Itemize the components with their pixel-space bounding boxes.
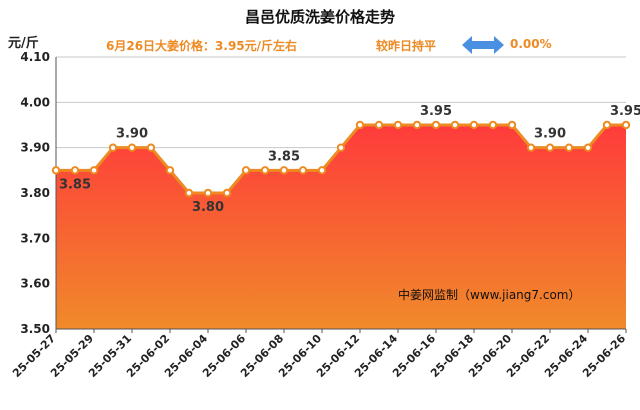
data-point (70, 166, 80, 175)
data-point (602, 120, 612, 130)
y-tick-label: 3.80 (20, 186, 50, 200)
data-point (51, 166, 61, 175)
data-point (222, 188, 232, 198)
data-point (488, 120, 498, 130)
data-point (412, 120, 422, 130)
y-unit-label: 元/斤 (8, 36, 39, 51)
chart-title: 昌邑优质洗姜价格走势 (244, 8, 395, 26)
data-label: 3.85 (268, 149, 300, 164)
data-point (203, 188, 213, 198)
data-label: 3.90 (116, 127, 148, 142)
double-arrow-icon (462, 36, 504, 54)
watermark-text: 中姜网监制（www.jiang7.com） (398, 287, 580, 302)
data-point (583, 143, 593, 152)
data-point (336, 143, 346, 152)
change-percent: 0.00% (510, 37, 552, 51)
data-label: 3.80 (192, 200, 224, 215)
data-point (355, 120, 365, 130)
y-tick-label: 3.90 (20, 141, 50, 155)
data-label: 3.90 (534, 127, 566, 142)
data-point (431, 120, 441, 130)
price-area (56, 125, 626, 329)
data-point (298, 166, 308, 175)
data-label: 3.95 (610, 104, 640, 119)
data-point (621, 120, 631, 130)
data-point (127, 143, 137, 152)
data-point (108, 143, 118, 152)
data-point (545, 143, 555, 152)
y-tick-label: 3.60 (20, 277, 50, 291)
price-note: 6月26日大姜价格：3.95元/斤左右 (106, 39, 298, 53)
data-point (393, 120, 403, 130)
data-point (279, 166, 289, 175)
data-point (317, 166, 327, 175)
data-label: 3.95 (420, 104, 452, 119)
y-tick-label: 3.70 (20, 231, 50, 245)
data-point (165, 166, 175, 175)
data-point (241, 166, 251, 175)
data-point (260, 166, 270, 175)
data-point (146, 143, 156, 152)
data-point (450, 120, 460, 130)
compare-text: 较昨日持平 (376, 39, 437, 53)
data-point (469, 120, 479, 130)
data-point (564, 143, 574, 152)
data-point (507, 120, 517, 130)
data-point (184, 188, 194, 198)
data-point (374, 120, 384, 130)
data-point (89, 166, 99, 175)
y-tick-label: 4.00 (20, 95, 50, 109)
data-label: 3.85 (59, 177, 91, 192)
y-tick-label: 4.10 (20, 50, 50, 64)
y-tick-label: 3.50 (20, 322, 50, 336)
data-point (526, 143, 536, 152)
